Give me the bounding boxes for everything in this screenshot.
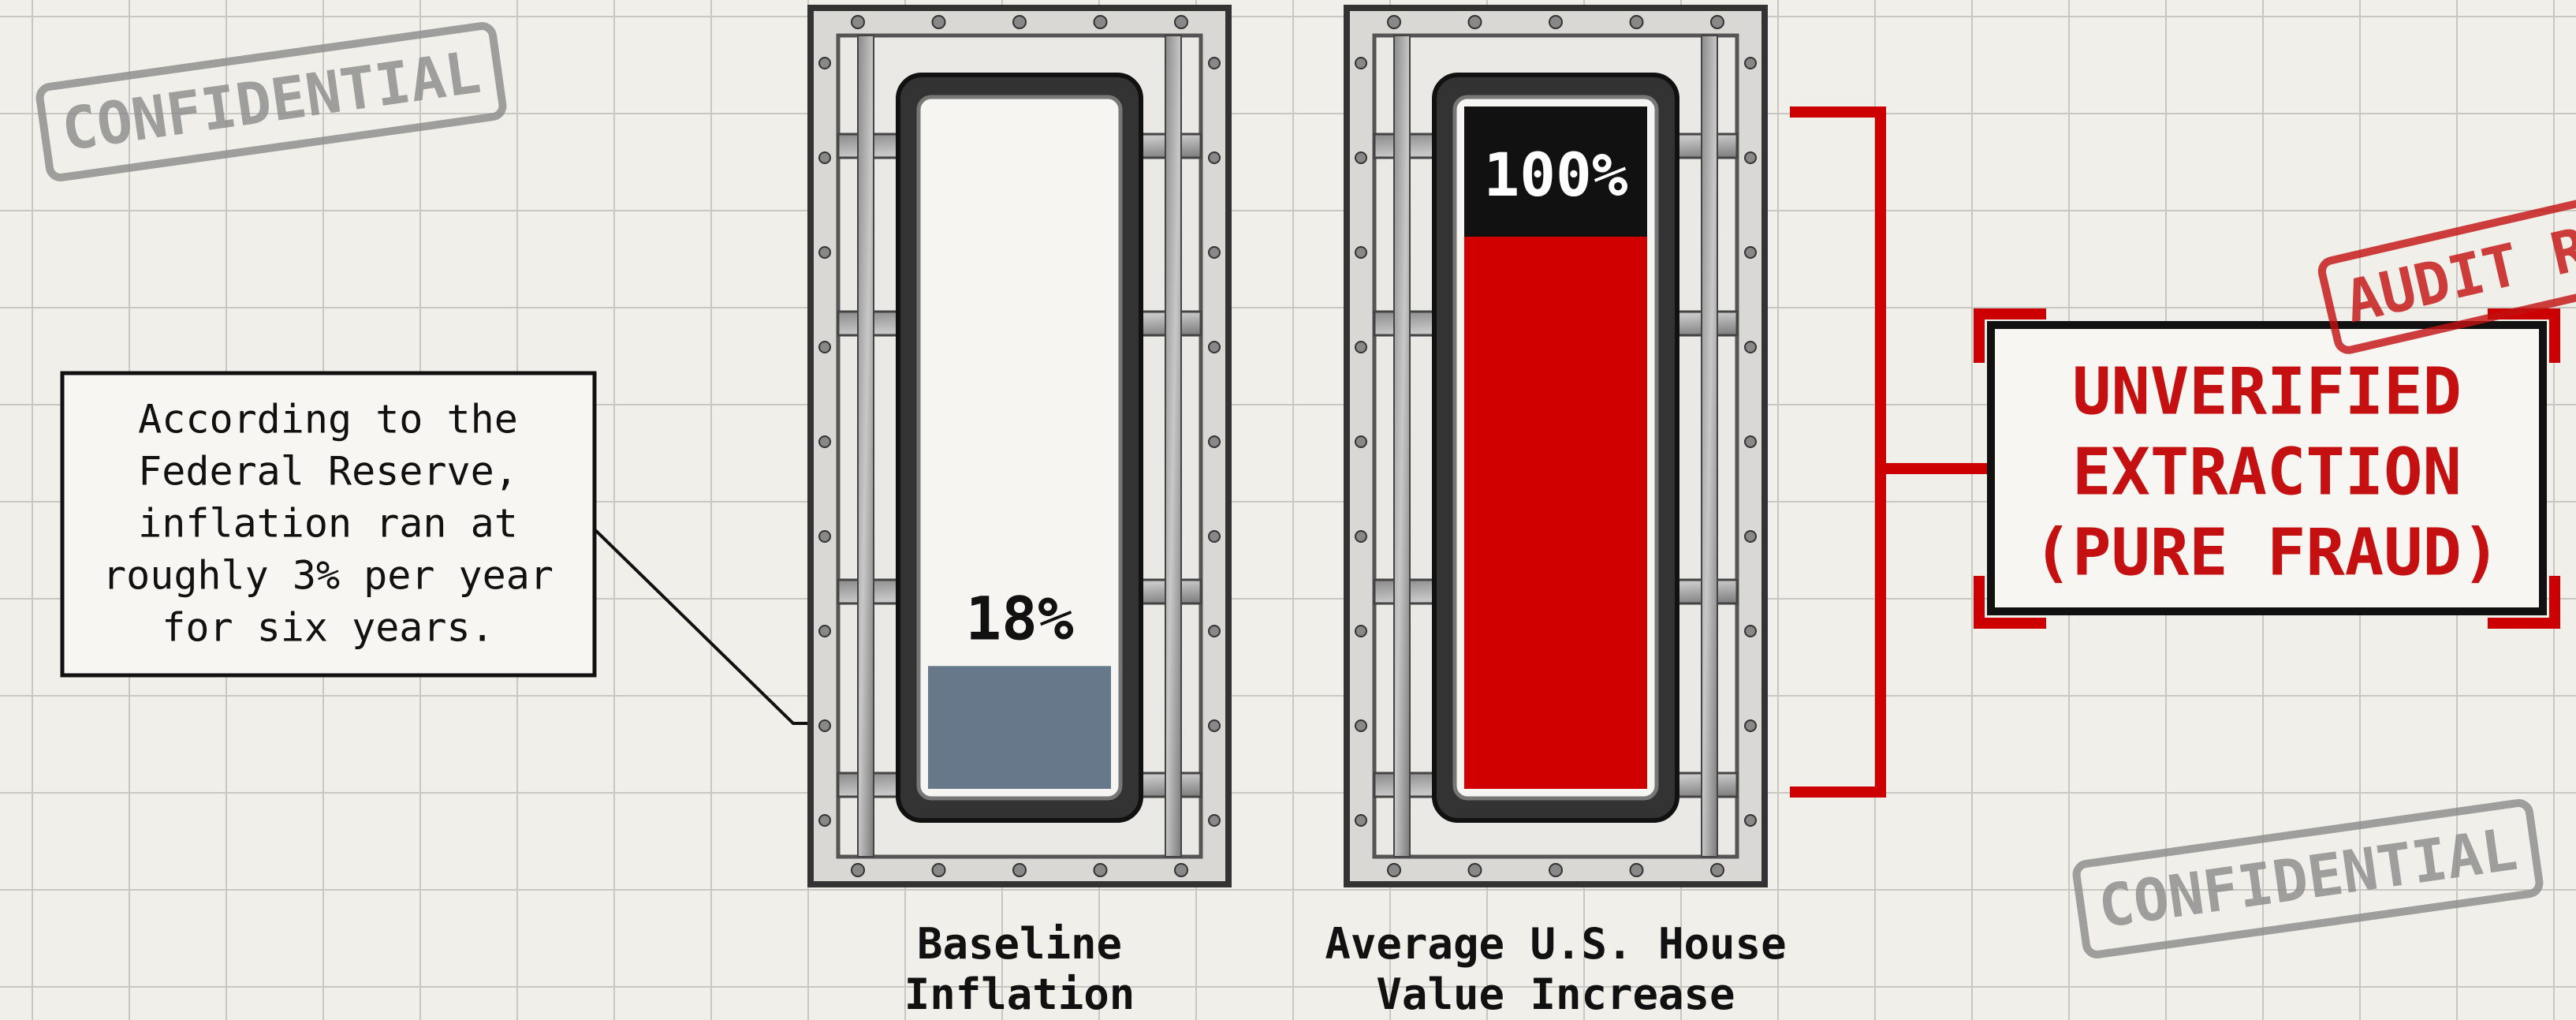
verdict-text: EXTRACTION xyxy=(2072,435,2462,510)
rivet xyxy=(1467,863,1482,877)
bracket xyxy=(1790,106,1886,798)
rivet xyxy=(818,57,831,69)
rivet xyxy=(818,341,831,353)
rivet xyxy=(1208,625,1221,637)
rivet xyxy=(818,814,831,827)
rivet xyxy=(1744,435,1757,448)
rivet xyxy=(1744,341,1757,353)
rivet xyxy=(1744,530,1757,543)
rivet xyxy=(1355,341,1367,353)
value-label: 18% xyxy=(965,583,1074,653)
rivet xyxy=(1355,57,1367,69)
rivet xyxy=(1744,246,1757,259)
rivet xyxy=(1355,435,1367,448)
callout-text: for six years. xyxy=(162,605,494,651)
rivet xyxy=(1208,435,1221,448)
rivet xyxy=(818,246,831,259)
rivet xyxy=(1355,530,1367,543)
rivet xyxy=(1208,341,1221,353)
rivet xyxy=(1744,151,1757,164)
callout-box xyxy=(60,371,597,678)
tube-glass xyxy=(916,95,1123,801)
category-label: Baseline Inflation xyxy=(904,919,1135,1019)
rivet xyxy=(1208,246,1221,259)
rivet xyxy=(1012,15,1027,29)
rivet xyxy=(1467,15,1482,29)
verdict-box xyxy=(1987,321,2547,615)
rivet xyxy=(1387,15,1401,29)
rivet xyxy=(1549,15,1563,29)
rivet xyxy=(1355,625,1367,637)
stamp: CONFIDENTIAL xyxy=(2072,799,2544,958)
rivet xyxy=(1355,719,1367,732)
verdict-text: UNVERIFIED xyxy=(2072,354,2462,429)
rivet xyxy=(818,719,831,732)
rail xyxy=(1701,35,1718,857)
rivet xyxy=(851,15,865,29)
callout-text: roughly 3% per year xyxy=(103,553,554,599)
rail xyxy=(1165,35,1182,857)
callout-text: According to the xyxy=(138,397,518,443)
rivet xyxy=(1355,814,1367,827)
rivet xyxy=(1744,719,1757,732)
rivet xyxy=(1355,151,1367,164)
rivet xyxy=(818,435,831,448)
rivet xyxy=(1093,863,1108,877)
rivet xyxy=(1549,863,1563,877)
stamp: CONFIDENTIAL xyxy=(35,22,507,181)
rivet xyxy=(1174,15,1188,29)
rail xyxy=(857,35,874,857)
rivet xyxy=(1355,246,1367,259)
rivet xyxy=(818,151,831,164)
rivet xyxy=(1208,151,1221,164)
rivet xyxy=(1387,863,1401,877)
rivet xyxy=(1744,625,1757,637)
rivet xyxy=(1208,719,1221,732)
rivet xyxy=(1744,814,1757,827)
rivet xyxy=(818,530,831,543)
label-band xyxy=(1464,106,1647,237)
verdict-text: (PURE FRAUD) xyxy=(2034,515,2500,590)
rivet xyxy=(1208,57,1221,69)
rivet xyxy=(1744,57,1757,69)
rivet xyxy=(1710,15,1724,29)
rivet xyxy=(1174,863,1188,877)
rivet xyxy=(1012,863,1027,877)
verdict-corners xyxy=(1974,308,2560,629)
value-label: 100% xyxy=(1483,140,1627,210)
rivet xyxy=(1629,15,1644,29)
rivet xyxy=(818,625,831,637)
rivet xyxy=(1208,814,1221,827)
rivet xyxy=(1629,863,1644,877)
rivet xyxy=(851,863,865,877)
callout-text: inflation ran at xyxy=(138,501,518,547)
category-label: Average U.S. House Value Increase xyxy=(1325,919,1787,1019)
rivet xyxy=(931,863,946,877)
callout-text: Federal Reserve, xyxy=(138,449,518,495)
bar xyxy=(928,666,1111,789)
rivet xyxy=(931,15,946,29)
stamp-border xyxy=(2072,799,2544,958)
rivet xyxy=(1208,530,1221,543)
stamp-border xyxy=(2317,190,2576,354)
rail xyxy=(1393,35,1411,857)
rivet xyxy=(1093,15,1108,29)
rivet xyxy=(1710,863,1724,877)
stamp-border xyxy=(35,22,507,181)
